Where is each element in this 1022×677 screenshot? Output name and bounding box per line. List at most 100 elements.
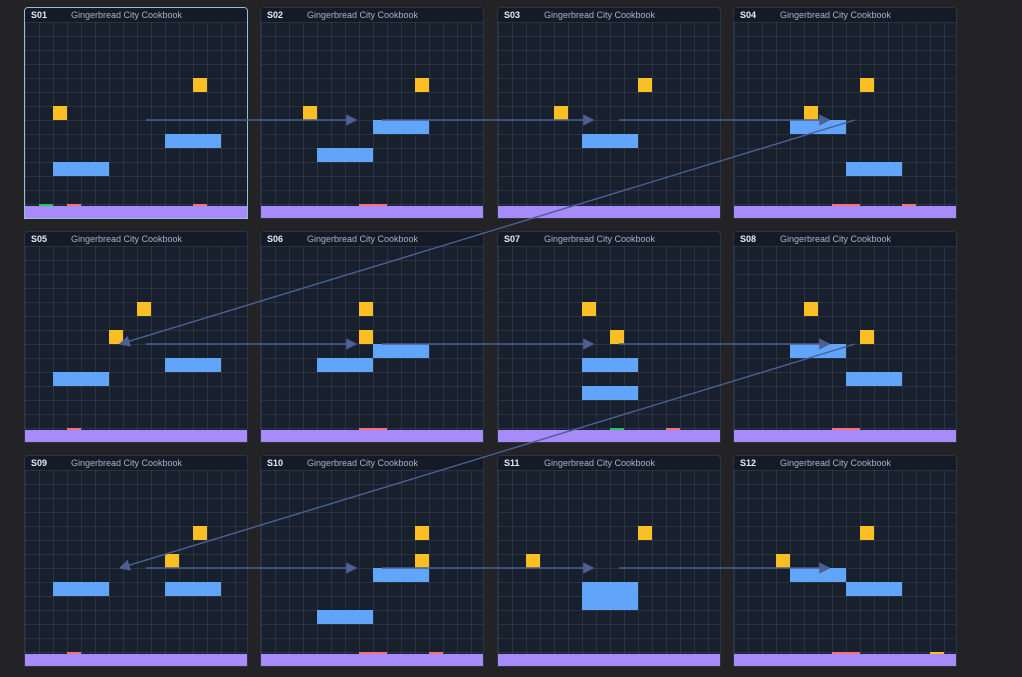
panel-header: S07 Gingerbread City Cookbook bbox=[498, 232, 720, 246]
coin-tile[interactable] bbox=[415, 554, 429, 568]
platform-tile[interactable] bbox=[790, 344, 846, 358]
coin-tile[interactable] bbox=[860, 526, 874, 540]
panel-title: Gingerbread City Cookbook bbox=[307, 458, 419, 468]
panel-title: Gingerbread City Cookbook bbox=[307, 10, 419, 20]
panel-header: S08 Gingerbread City Cookbook bbox=[734, 232, 956, 246]
scene-panel-s02[interactable]: S02 Gingerbread City Cookbook bbox=[260, 7, 484, 219]
platform-tile[interactable] bbox=[373, 120, 429, 134]
panel-id-label: S01 bbox=[31, 10, 48, 20]
panel-header: S05 Gingerbread City Cookbook bbox=[25, 232, 247, 246]
panel-header: S04 Gingerbread City Cookbook bbox=[734, 8, 956, 22]
platform-tile[interactable] bbox=[790, 120, 846, 134]
panel-id-label: S05 bbox=[31, 234, 48, 244]
panel-title: Gingerbread City Cookbook bbox=[71, 458, 183, 468]
panel-title: Gingerbread City Cookbook bbox=[780, 234, 892, 244]
coin-tile[interactable] bbox=[165, 554, 179, 568]
scene-panel-s11[interactable]: S11 Gingerbread City Cookbook bbox=[497, 455, 721, 667]
platform-tile[interactable] bbox=[846, 372, 902, 386]
coin-tile[interactable] bbox=[359, 302, 373, 316]
ground-strip bbox=[734, 430, 956, 442]
panel-header: S03 Gingerbread City Cookbook bbox=[498, 8, 720, 22]
platform-tile[interactable] bbox=[53, 582, 109, 596]
platform-tile[interactable] bbox=[53, 162, 109, 176]
panel-id-label: S11 bbox=[504, 458, 520, 468]
ground-strip bbox=[734, 654, 956, 666]
scene-panel-s05[interactable]: S05 Gingerbread City Cookbook bbox=[24, 231, 248, 443]
coin-tile[interactable] bbox=[109, 330, 123, 344]
ground-strip bbox=[25, 206, 247, 218]
panel-id-label: S12 bbox=[740, 458, 757, 468]
platform-tile[interactable] bbox=[53, 372, 109, 386]
ground-strip bbox=[498, 206, 720, 218]
coin-tile[interactable] bbox=[804, 302, 818, 316]
scene-panel-s07[interactable]: S07 Gingerbread City Cookbook bbox=[497, 231, 721, 443]
coin-tile[interactable] bbox=[582, 302, 596, 316]
platform-tile[interactable] bbox=[165, 134, 221, 148]
platform-tile[interactable] bbox=[317, 610, 373, 624]
coin-tile[interactable] bbox=[137, 302, 151, 316]
panel-title: Gingerbread City Cookbook bbox=[544, 234, 656, 244]
platform-tile[interactable] bbox=[582, 386, 638, 400]
coin-tile[interactable] bbox=[359, 330, 373, 344]
ground-strip bbox=[261, 654, 483, 666]
panel-id-label: S07 bbox=[504, 234, 521, 244]
coin-tile[interactable] bbox=[415, 78, 429, 92]
panel-title: Gingerbread City Cookbook bbox=[780, 10, 892, 20]
platform-tile[interactable] bbox=[373, 344, 429, 358]
coin-tile[interactable] bbox=[776, 554, 790, 568]
platform-tile[interactable] bbox=[582, 358, 638, 372]
coin-tile[interactable] bbox=[860, 330, 874, 344]
ground-strip bbox=[498, 654, 720, 666]
coin-tile[interactable] bbox=[638, 78, 652, 92]
panel-id-label: S06 bbox=[267, 234, 284, 244]
platform-tile[interactable] bbox=[317, 358, 373, 372]
panel-header: S01 Gingerbread City Cookbook bbox=[25, 8, 247, 22]
ground-strip bbox=[25, 654, 247, 666]
coin-tile[interactable] bbox=[415, 526, 429, 540]
ground-strip bbox=[261, 430, 483, 442]
coin-tile[interactable] bbox=[193, 78, 207, 92]
scene-panel-s01[interactable]: S01 Gingerbread City Cookbook bbox=[24, 7, 248, 219]
coin-tile[interactable] bbox=[303, 106, 317, 120]
platform-tile[interactable] bbox=[790, 568, 846, 582]
platform-tile[interactable] bbox=[373, 568, 429, 582]
platform-tile[interactable] bbox=[846, 582, 902, 596]
panel-id-label: S02 bbox=[267, 10, 284, 20]
panel-header: S09 Gingerbread City Cookbook bbox=[25, 456, 247, 470]
scene-panel-s08[interactable]: S08 Gingerbread City Cookbook bbox=[733, 231, 957, 443]
coin-tile[interactable] bbox=[554, 106, 568, 120]
coin-tile[interactable] bbox=[526, 554, 540, 568]
panel-header: S11 Gingerbread City Cookbook bbox=[498, 456, 720, 470]
panel-title: Gingerbread City Cookbook bbox=[780, 458, 892, 468]
coin-tile[interactable] bbox=[638, 526, 652, 540]
scene-panel-s06[interactable]: S06 Gingerbread City Cookbook bbox=[260, 231, 484, 443]
panel-title: Gingerbread City Cookbook bbox=[307, 234, 419, 244]
panel-title: Gingerbread City Cookbook bbox=[71, 10, 183, 20]
panel-id-label: S08 bbox=[740, 234, 757, 244]
scene-panel-s12[interactable]: S12 Gingerbread City Cookbook bbox=[733, 455, 957, 667]
coin-tile[interactable] bbox=[610, 330, 624, 344]
platform-tile[interactable] bbox=[165, 582, 221, 596]
panel-header: S06 Gingerbread City Cookbook bbox=[261, 232, 483, 246]
coin-tile[interactable] bbox=[53, 106, 67, 120]
scene-panel-s09[interactable]: S09 Gingerbread City Cookbook bbox=[24, 455, 248, 667]
panel-title: Gingerbread City Cookbook bbox=[544, 458, 656, 468]
coin-tile[interactable] bbox=[804, 106, 818, 120]
platform-tile[interactable] bbox=[317, 148, 373, 162]
platform-tile[interactable] bbox=[582, 582, 638, 610]
ground-strip bbox=[261, 206, 483, 218]
platform-tile[interactable] bbox=[165, 358, 221, 372]
scene-panel-s10[interactable]: S10 Gingerbread City Cookbook bbox=[260, 455, 484, 667]
ground-strip bbox=[25, 430, 247, 442]
panel-id-label: S04 bbox=[740, 10, 757, 20]
scene-panel-s03[interactable]: S03 Gingerbread City Cookbook bbox=[497, 7, 721, 219]
ground-strip bbox=[498, 430, 720, 442]
coin-tile[interactable] bbox=[860, 78, 874, 92]
ground-strip bbox=[734, 206, 956, 218]
scene-panel-s04[interactable]: S04 Gingerbread City Cookbook bbox=[733, 7, 957, 219]
platform-tile[interactable] bbox=[846, 162, 902, 176]
coin-tile[interactable] bbox=[193, 526, 207, 540]
platform-tile[interactable] bbox=[582, 134, 638, 148]
panel-title: Gingerbread City Cookbook bbox=[544, 10, 656, 20]
